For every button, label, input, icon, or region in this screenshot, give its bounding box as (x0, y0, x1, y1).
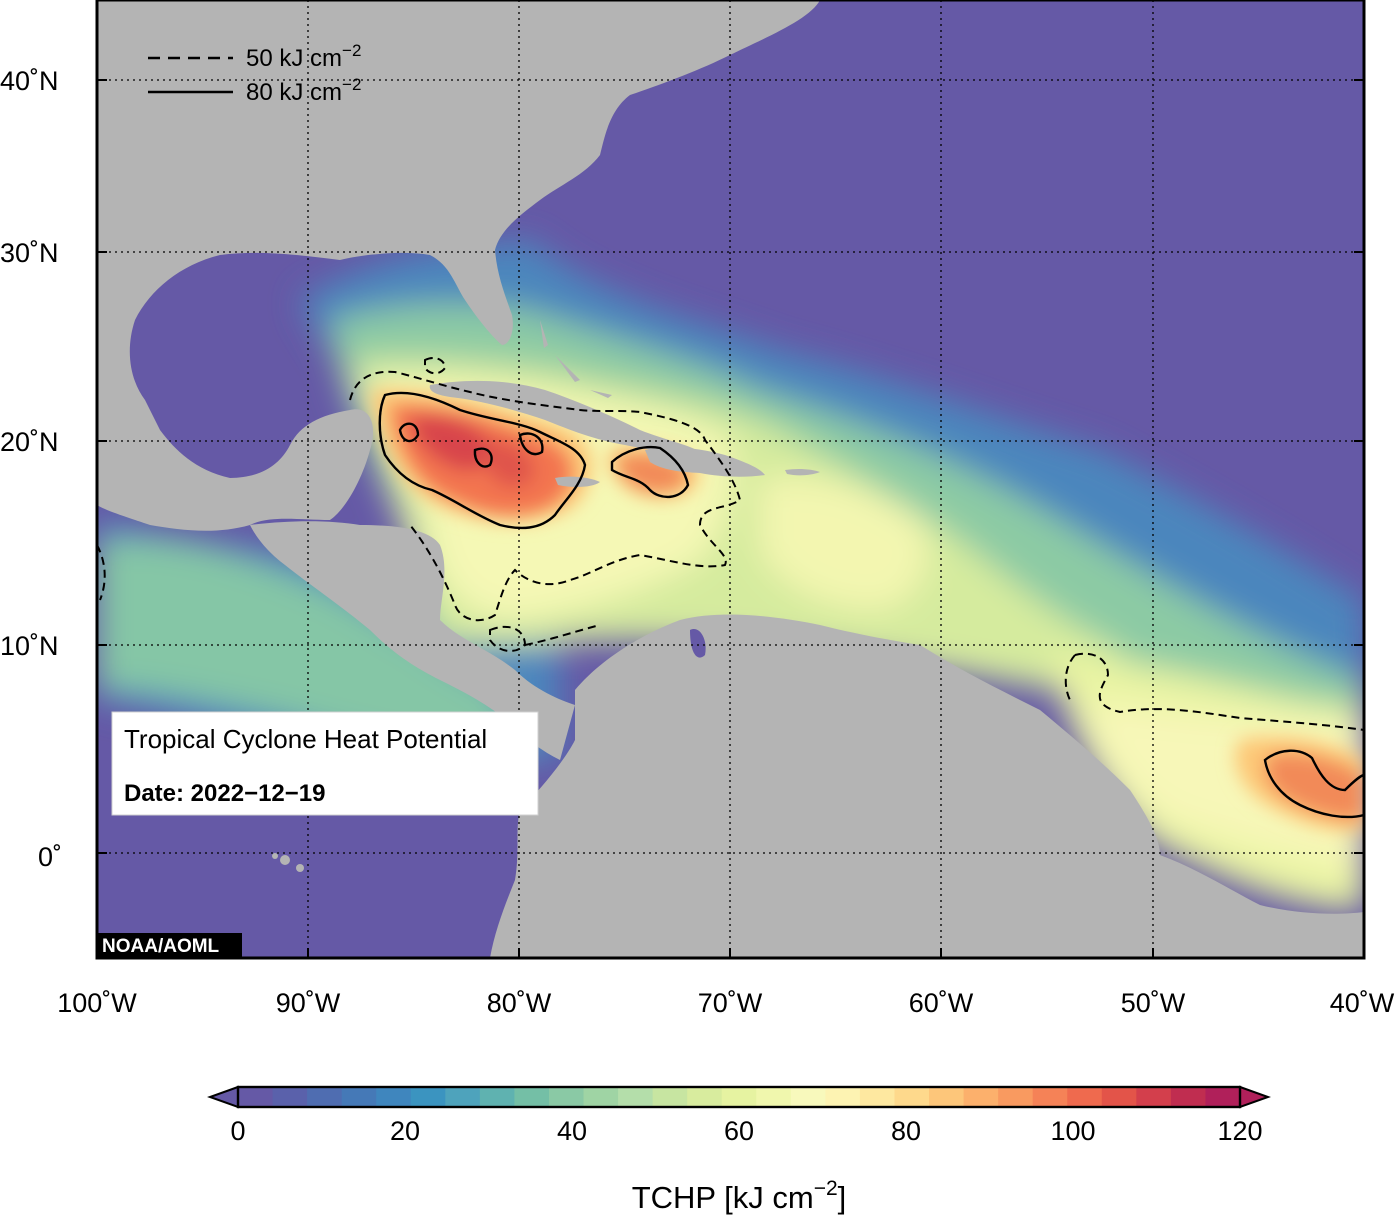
colorbar-segment (963, 1087, 999, 1107)
colorbar-segment (894, 1087, 930, 1107)
lon-label: 100˚W (57, 988, 137, 1018)
colorbar-tick-label: 80 (891, 1116, 921, 1146)
lon-label: 40˚W (1330, 988, 1395, 1018)
colorbar-tick-label: 120 (1217, 1116, 1262, 1146)
colorbar-segment (272, 1087, 308, 1107)
colorbar-segment (238, 1087, 274, 1107)
colorbar-segment (445, 1087, 481, 1107)
credit-box: NOAA/AOML (97, 933, 242, 958)
date-label: Date: 2022−12−19 (124, 780, 326, 807)
colorbar: 0 20 40 60 80 100 120 TCHP [kJ cm−2] (207, 1085, 1271, 1215)
colorbar-segment (376, 1087, 412, 1107)
colorbar-segments (238, 1087, 1241, 1107)
colorbar-segment (307, 1087, 343, 1107)
colorbar-segment (514, 1087, 550, 1107)
contour-80 (378, 391, 1364, 819)
colorbar-frame (236, 1085, 1242, 1109)
colorbar-segment (1205, 1087, 1241, 1107)
axis-ticks (97, 79, 1364, 958)
colorbar-segment (1136, 1087, 1172, 1107)
colorbar-segment (618, 1087, 654, 1107)
colorbar-tick-label: 40 (557, 1116, 587, 1146)
hispaniola-land (645, 447, 765, 477)
lon-label: 70˚W (698, 988, 763, 1018)
lon-label: 80˚W (487, 988, 552, 1018)
lat-label: 20˚N (0, 427, 59, 457)
cuba-land (429, 380, 700, 453)
colorbar-segment (410, 1087, 446, 1107)
colorbar-segment (479, 1087, 516, 1107)
lat-labels: 40˚N 30˚N 20˚N 10˚N 0˚ (0, 66, 62, 872)
colorbar-tick-label: 20 (390, 1116, 420, 1146)
contour-50 (97, 357, 1364, 731)
jamaica-land (555, 476, 600, 487)
colorbar-segment (929, 1087, 965, 1107)
mexico-land (97, 409, 374, 531)
colorbar-tick-label: 60 (724, 1116, 754, 1146)
map-panel[interactable]: 50 kJ cm−2 80 kJ cm−2 Tropical Cyclone H… (97, 0, 1364, 958)
lon-label: 60˚W (909, 988, 974, 1018)
land-masses (97, 0, 1364, 958)
colorbar-segment (1032, 1087, 1068, 1107)
colorbar-segment (825, 1087, 861, 1107)
colorbar-segment (998, 1087, 1034, 1107)
colorbar-segment (652, 1087, 688, 1107)
colorbar-tick-label: 100 (1050, 1116, 1095, 1146)
credit-label: NOAA/AOML (102, 936, 220, 957)
lat-label: 40˚N (0, 66, 59, 96)
colorbar-segment (1067, 1087, 1103, 1107)
colorbar-segment (859, 1087, 896, 1107)
lon-label: 90˚W (276, 988, 341, 1018)
colorbar-ticks: 0 20 40 60 80 100 120 (230, 1116, 1262, 1146)
colorbar-segment (583, 1087, 619, 1107)
lat-label: 30˚N (0, 238, 59, 268)
colorbar-segment (790, 1087, 826, 1107)
puerto-rico-land (785, 468, 820, 476)
colorbar-segment (1101, 1087, 1137, 1107)
legend-solid-label: 80 kJ cm−2 (246, 75, 361, 106)
colorbar-tick-label: 0 (230, 1116, 245, 1146)
south-america-land (490, 614, 1364, 958)
central-america-land (250, 521, 575, 760)
map-title: Tropical Cyclone Heat Potential (124, 724, 487, 754)
legend-dashed-label: 50 kJ cm−2 (246, 41, 361, 72)
colorbar-title: TCHP [kJ cm−2] (632, 1177, 847, 1215)
colorbar-segment (548, 1087, 585, 1107)
colorbar-segment (1170, 1087, 1207, 1107)
info-box: Tropical Cyclone Heat Potential Date: 20… (111, 711, 539, 816)
colorbar-max-arrow (1239, 1085, 1271, 1109)
colorbar-segment (341, 1087, 377, 1107)
lat-label: 0˚ (38, 842, 62, 872)
north-america-land (97, 0, 820, 430)
contour-legend: 50 kJ cm−2 80 kJ cm−2 (148, 41, 361, 106)
colorbar-segment (721, 1087, 757, 1107)
lon-labels: 100˚W 90˚W 80˚W 70˚W 60˚W 50˚W 40˚W (57, 988, 1395, 1018)
colorbar-min-arrow (207, 1085, 239, 1109)
lat-label: 10˚N (0, 631, 59, 661)
colorbar-segment (687, 1087, 723, 1107)
lon-label: 50˚W (1121, 988, 1186, 1018)
colorbar-segment (756, 1087, 792, 1107)
